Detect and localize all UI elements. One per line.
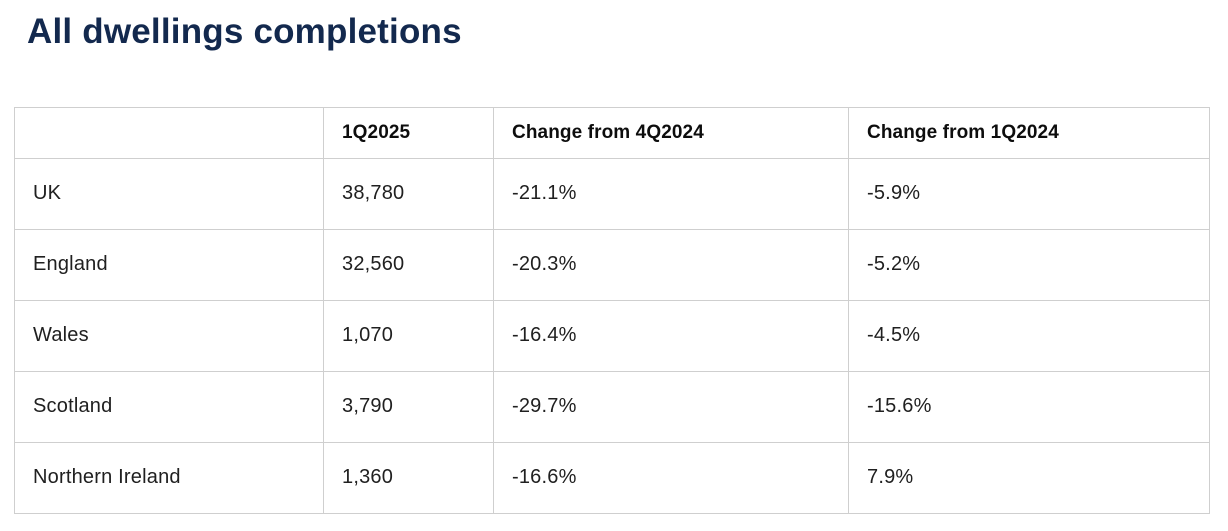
table-body: UK 38,780 -21.1% -5.9% England 32,560 -2… [14, 157, 1210, 514]
value-cell: 1,070 [323, 299, 494, 372]
table-row-uk: UK 38,780 -21.1% -5.9% [14, 157, 1210, 230]
column-header-region [14, 106, 324, 159]
row-label: UK [14, 157, 324, 230]
table-row-northern-ireland: Northern Ireland 1,360 -16.6% 7.9% [14, 441, 1210, 514]
value-cell: 7.9% [848, 441, 1210, 514]
table-row-scotland: Scotland 3,790 -29.7% -15.6% [14, 370, 1210, 443]
column-header-change-4q2024: Change from 4Q2024 [493, 106, 849, 159]
value-cell: -16.4% [493, 299, 849, 372]
value-cell: -20.3% [493, 228, 849, 301]
header-row: 1Q2025 Change from 4Q2024 Change from 1Q… [14, 106, 1210, 159]
completions-table: 1Q2025 Change from 4Q2024 Change from 1Q… [14, 106, 1210, 514]
value-cell: 38,780 [323, 157, 494, 230]
column-header-change-1q2024: Change from 1Q2024 [848, 106, 1210, 159]
value-cell: -5.9% [848, 157, 1210, 230]
table-header: 1Q2025 Change from 4Q2024 Change from 1Q… [14, 106, 1210, 159]
value-cell: 3,790 [323, 370, 494, 443]
value-cell: -29.7% [493, 370, 849, 443]
table-row-england: England 32,560 -20.3% -5.2% [14, 228, 1210, 301]
value-cell: -21.1% [493, 157, 849, 230]
column-header-1q2025: 1Q2025 [323, 106, 494, 159]
row-label: Scotland [14, 370, 324, 443]
row-label: England [14, 228, 324, 301]
value-cell: -4.5% [848, 299, 1210, 372]
row-label: Wales [14, 299, 324, 372]
value-cell: -15.6% [848, 370, 1210, 443]
page: All dwellings completions 1Q2025 Change … [14, 12, 1210, 514]
row-label: Northern Ireland [14, 441, 324, 514]
value-cell: -16.6% [493, 441, 849, 514]
table-row-wales: Wales 1,070 -16.4% -4.5% [14, 299, 1210, 372]
page-title: All dwellings completions [27, 12, 462, 51]
value-cell: -5.2% [848, 228, 1210, 301]
value-cell: 32,560 [323, 228, 494, 301]
value-cell: 1,360 [323, 441, 494, 514]
